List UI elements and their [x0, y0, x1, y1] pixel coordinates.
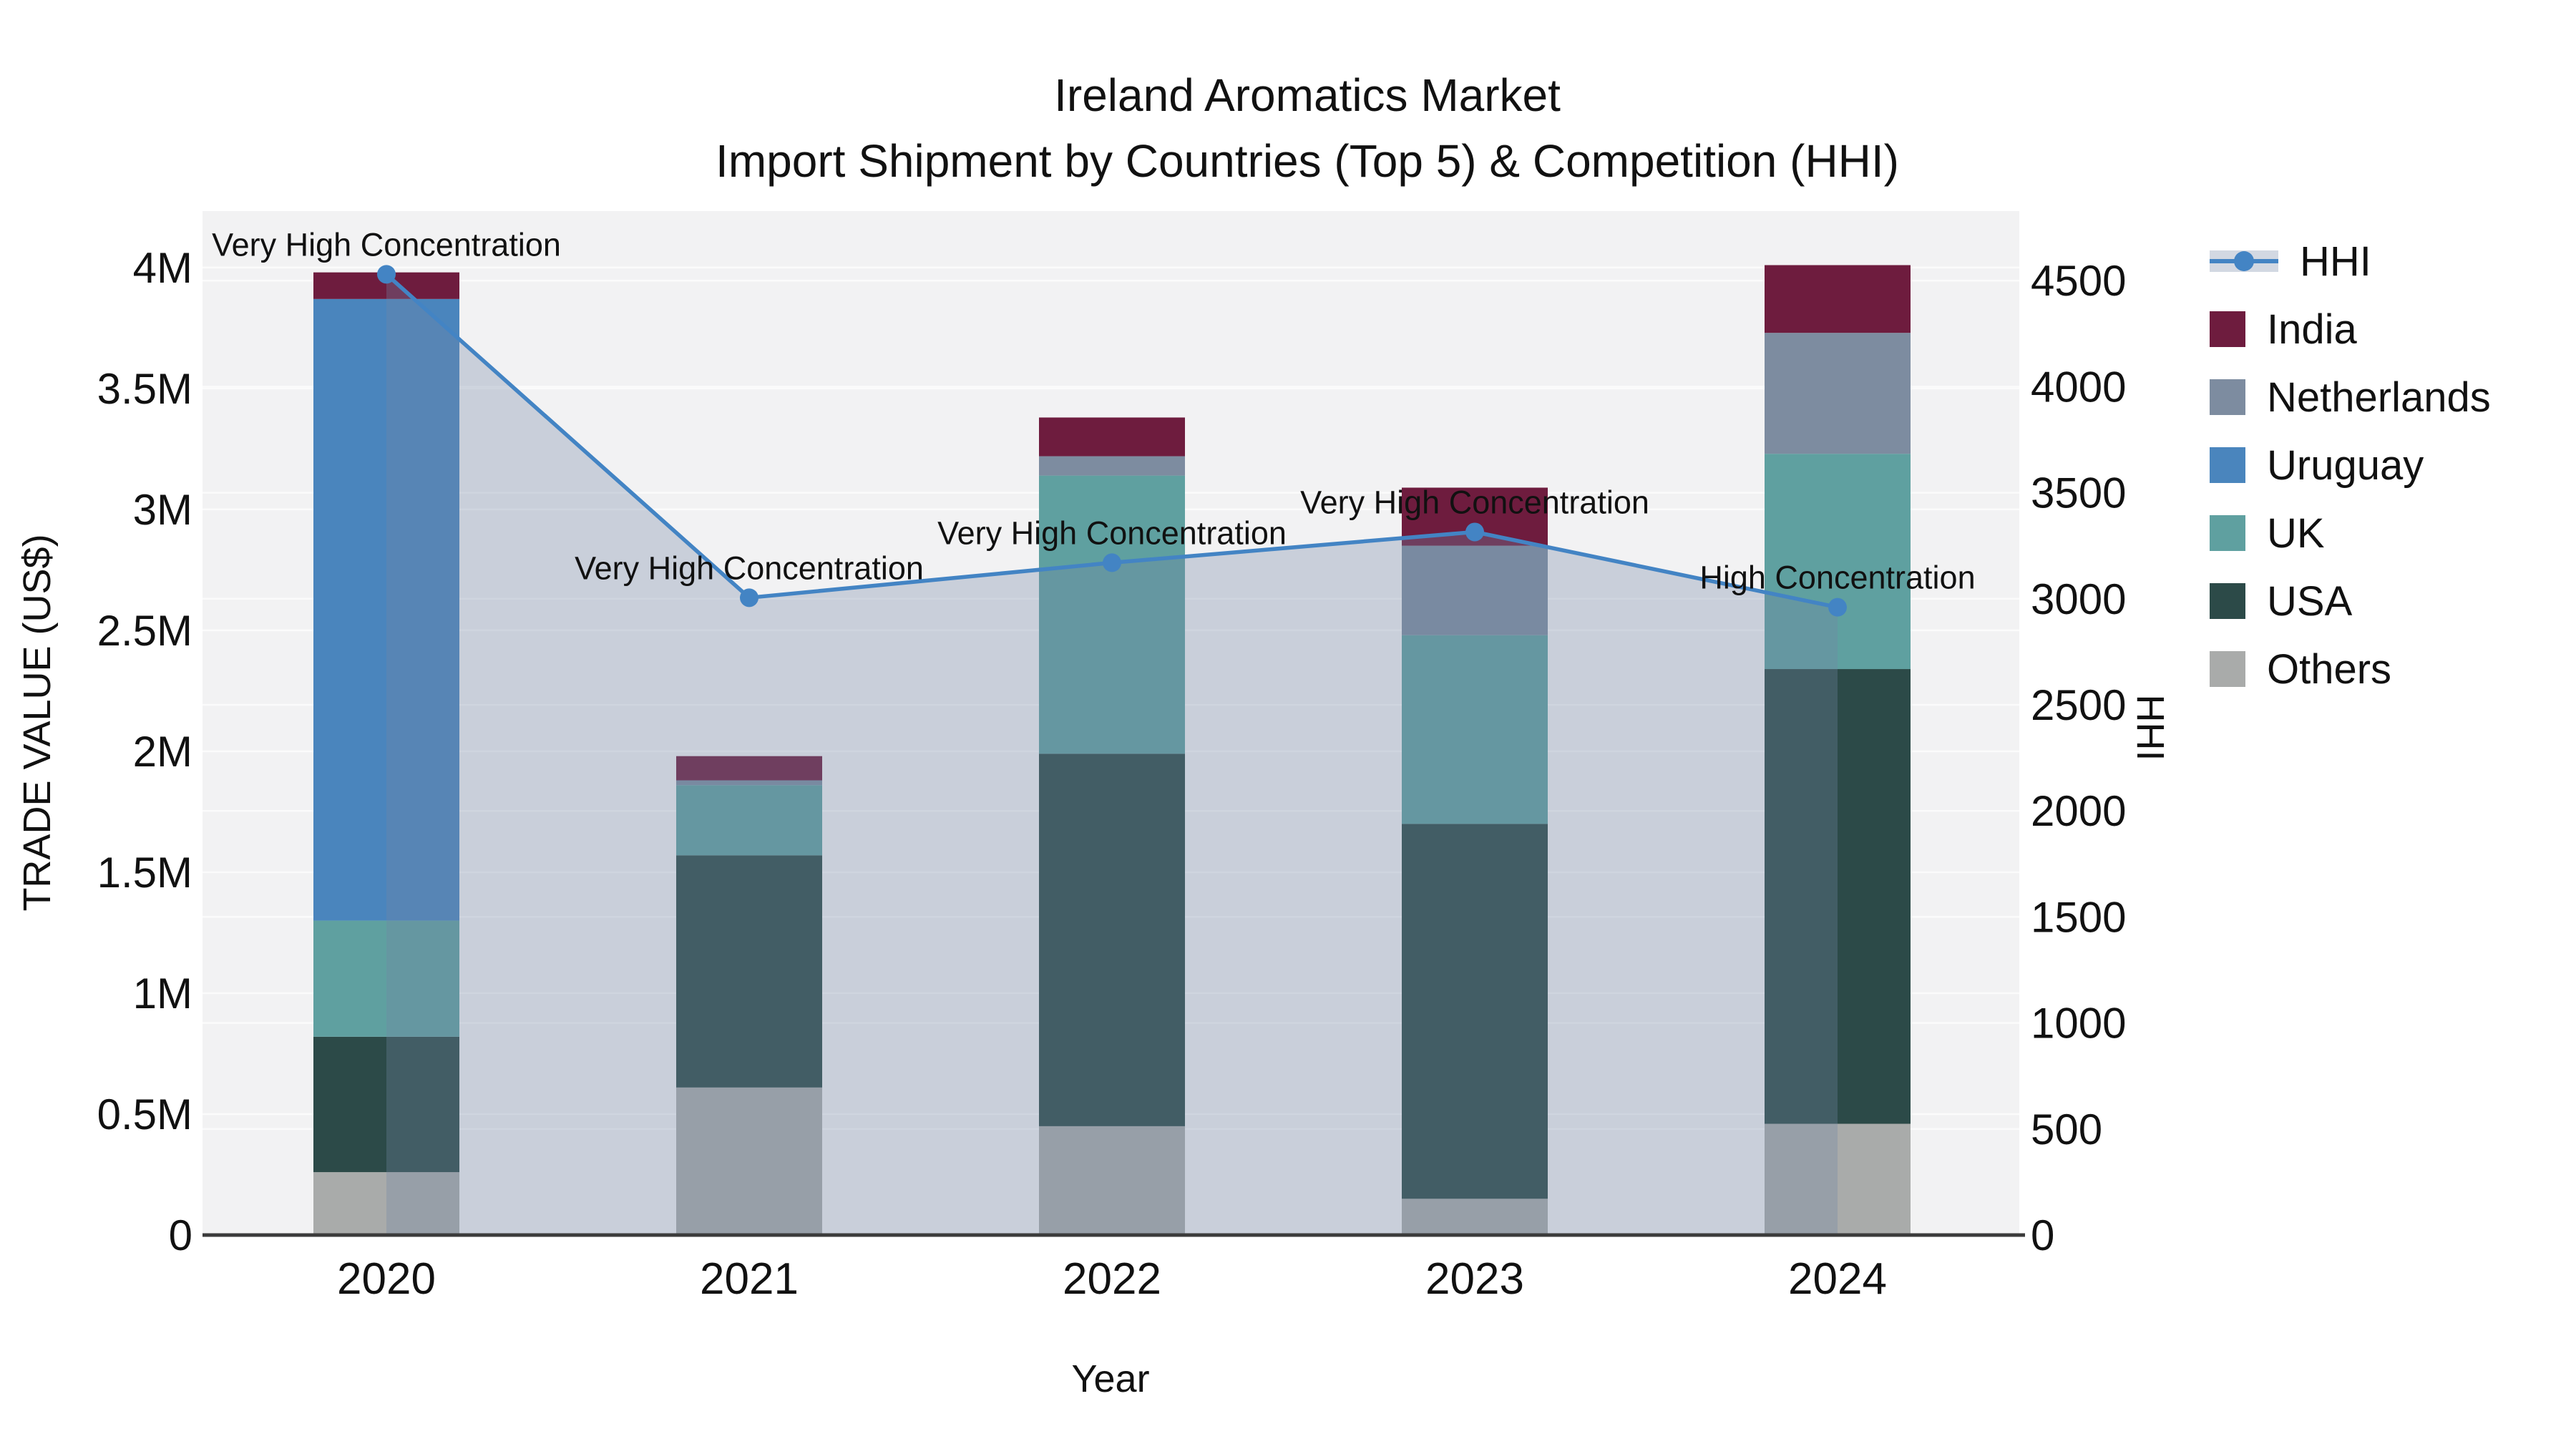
legend-label: Netherlands [2267, 374, 2491, 421]
legend-item-india[interactable]: India [2210, 306, 2491, 353]
legend-item-netherlands[interactable]: Netherlands [2210, 374, 2491, 421]
hhi-annotation-2022: Very High Concentration [937, 514, 1287, 551]
y-right-tick-2000: 2000 [2031, 787, 2126, 835]
legend-line-swatch-icon [2210, 248, 2278, 274]
hhi-marker-2024 [1828, 597, 1847, 617]
bar-segment-2022-others [1039, 1126, 1185, 1235]
chart-title-line2: Import Shipment by Countries (Top 5) & C… [716, 135, 1899, 187]
bar-segment-2022-usa [1039, 753, 1185, 1126]
bar-segment-2020-uk [313, 920, 459, 1037]
bar-segment-2022-india [1039, 417, 1185, 457]
y-left-tick-0: 0 [169, 1211, 192, 1259]
hhi-marker-2023 [1465, 522, 1484, 542]
bar-segment-2024-others [1765, 1123, 1911, 1235]
bar-segment-2021-usa [676, 855, 822, 1088]
legend: HHI India Netherlands Uruguay UK USA Others [2210, 238, 2491, 693]
legend-label: UK [2267, 509, 2325, 557]
y-right-tick-1500: 1500 [2031, 893, 2126, 941]
bar-segment-2023-netherlands [1402, 545, 1548, 635]
hhi-marker-2021 [740, 588, 758, 608]
hhi-marker-2020 [377, 265, 396, 284]
x-tick-2020: 2020 [337, 1254, 436, 1304]
legend-label: Others [2267, 645, 2392, 693]
hhi-marker-2022 [1103, 553, 1121, 572]
y-left-tick-3M: 3M [133, 486, 192, 534]
legend-marker-dot [2234, 251, 2254, 271]
y-left-tick-1M: 1M [133, 970, 192, 1018]
bar-segment-2021-others [676, 1087, 822, 1235]
legend-color-swatch-icon [2210, 583, 2245, 619]
x-tick-2024: 2024 [1788, 1254, 1887, 1304]
x-tick-2022: 2022 [1063, 1254, 1161, 1304]
y-left-tick-0.5M: 0.5M [97, 1091, 192, 1138]
hhi-area-fill [386, 274, 1838, 1235]
legend-item-uruguay[interactable]: Uruguay [2210, 441, 2491, 489]
legend-color-swatch-icon [2210, 651, 2245, 687]
legend-item-others[interactable]: Others [2210, 645, 2491, 693]
bar-segment-2020-uruguay [313, 298, 459, 921]
hhi-annotation-2020: Very High Concentration [212, 226, 561, 263]
y-left-tick-1.5M: 1.5M [97, 849, 192, 897]
hhi-annotation-2023: Very High Concentration [1300, 484, 1649, 520]
x-tick-2021: 2021 [700, 1254, 799, 1304]
bar-segment-2022-netherlands [1039, 456, 1185, 476]
legend-color-swatch-icon [2210, 515, 2245, 551]
legend-item-hhi[interactable]: HHI [2210, 238, 2491, 285]
y-left-tick-3.5M: 3.5M [97, 365, 192, 413]
y-right-tick-2500: 2500 [2031, 681, 2126, 729]
bar-segment-2024-usa [1765, 669, 1911, 1124]
y-right-tick-4500: 4500 [2031, 257, 2126, 305]
bar-segment-2021-netherlands [676, 780, 822, 786]
legend-label: India [2267, 306, 2357, 353]
legend-label: Uruguay [2267, 441, 2424, 489]
y-right-tick-4000: 4000 [2031, 363, 2126, 411]
bar-segment-2024-netherlands [1765, 333, 1911, 454]
legend-label: HHI [2300, 238, 2371, 285]
y-right-tick-500: 500 [2031, 1106, 2102, 1153]
bar-segment-2021-uk [676, 785, 822, 856]
bar-segment-2023-usa [1402, 824, 1548, 1199]
legend-label: USA [2267, 577, 2353, 625]
x-tick-2023: 2023 [1425, 1254, 1524, 1304]
bar-segment-2020-others [313, 1172, 459, 1235]
y-left-tick-2M: 2M [133, 728, 192, 776]
y-right-tick-3000: 3000 [2031, 575, 2126, 623]
legend-item-uk[interactable]: UK [2210, 509, 2491, 557]
y-left-tick-4M: 4M [133, 244, 192, 292]
bar-segment-2024-india [1765, 265, 1911, 333]
hhi-annotation-2024: High Concentration [1699, 560, 1975, 596]
bar-segment-2022-uk [1039, 475, 1185, 754]
legend-color-swatch-icon [2210, 311, 2245, 347]
bar-segment-2023-uk [1402, 635, 1548, 824]
y-right-tick-1000: 1000 [2031, 1000, 2126, 1048]
y-left-tick-2.5M: 2.5M [97, 607, 192, 655]
legend-color-swatch-icon [2210, 447, 2245, 483]
bar-segment-2021-india [676, 756, 822, 781]
chart-title-line1: Ireland Aromatics Market [1054, 69, 1561, 121]
bar-segment-2024-uk [1765, 454, 1911, 670]
x-axis-title: Year [1071, 1357, 1150, 1400]
legend-item-usa[interactable]: USA [2210, 577, 2491, 625]
hhi-annotation-2021: Very High Concentration [575, 550, 924, 586]
y-right-tick-3500: 3500 [2031, 469, 2126, 517]
y-right-tick-0: 0 [2031, 1211, 2054, 1259]
y-axis-title-right: HHI [2129, 694, 2172, 761]
y-axis-title-left: TRADE VALUE (US$) [16, 534, 59, 912]
legend-color-swatch-icon [2210, 379, 2245, 415]
bar-segment-2023-others [1402, 1199, 1548, 1235]
bar-segment-2020-usa [313, 1036, 459, 1173]
